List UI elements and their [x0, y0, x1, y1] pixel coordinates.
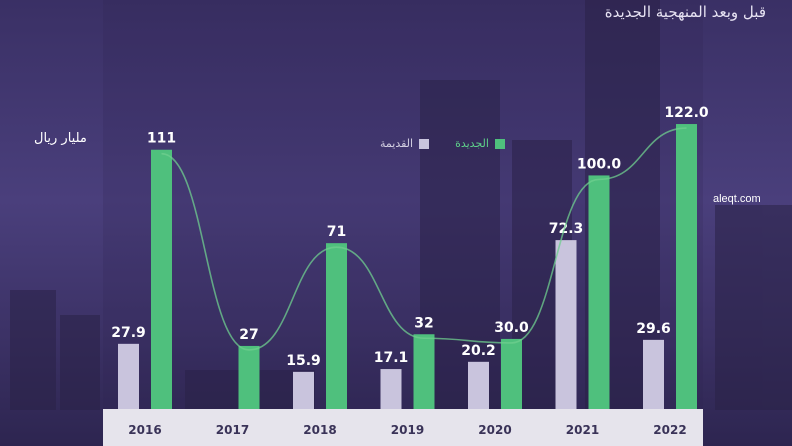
x-tick-2020: 2020 [478, 423, 511, 437]
x-tick-2021: 2021 [566, 423, 599, 437]
bar-old-2020 [468, 361, 489, 409]
legend-label-new: الجديدة [455, 137, 489, 150]
data-label-new-2017: 27 [239, 327, 258, 343]
legend-label-old: القديمة [380, 137, 414, 150]
legend-swatch-old [419, 138, 430, 149]
bar-old-2021 [555, 240, 577, 409]
data-label-old-2018: 15.9 [286, 353, 321, 369]
data-label-new-2019: 32 [414, 315, 433, 331]
bar-new-2018 [326, 243, 347, 409]
trend-line [161, 127, 687, 351]
bar-old-2019 [380, 369, 402, 409]
data-label-old-2020: 20.2 [461, 343, 496, 359]
x-tick-2019: 2019 [391, 423, 424, 437]
bar-old-2018 [293, 371, 314, 409]
x-tick-2016: 2016 [128, 423, 161, 437]
unit-label: مليار ريال [34, 131, 87, 146]
legend-swatch-new [494, 138, 505, 149]
bar-new-2016 [151, 149, 172, 409]
bar-new-2020 [501, 338, 522, 409]
data-label-new-2021: 100.0 [577, 156, 622, 172]
bar-new-2019 [413, 334, 435, 409]
chart-title: قبل وبعد المنهجية الجديدة [604, 3, 766, 21]
data-label-old-2021: 72.3 [549, 221, 584, 237]
bars-layer: 27.9 111 27 15.9 71 17.1 32 20.2 30.0 72.3 100.0 29… [111, 105, 709, 410]
x-tick-2017: 2017 [216, 423, 249, 437]
bar-new-2017 [238, 345, 260, 409]
bar-old-2016 [118, 343, 139, 409]
data-label-new-2016: 111 [147, 131, 176, 147]
x-axis-ticks: 2016 2017 2018 2019 2020 2021 2022 [128, 423, 686, 437]
data-label-new-2018: 71 [327, 224, 346, 240]
bar-old-2022 [643, 339, 664, 409]
data-label-old-2019: 17.1 [374, 350, 409, 366]
data-label-old-2022: 29.6 [636, 321, 671, 337]
x-tick-2018: 2018 [303, 423, 336, 437]
data-label-new-2022: 122.0 [664, 105, 709, 121]
data-label-new-2020: 30.0 [494, 320, 529, 336]
x-axis-band [103, 409, 703, 446]
bar-new-2022 [676, 124, 697, 410]
bar-new-2021 [588, 175, 610, 409]
legend: الجديدة القديمة [380, 137, 505, 150]
chart-panel [103, 0, 703, 446]
source-label: aleqt.com [713, 193, 761, 205]
data-label-old-2016: 27.9 [111, 325, 146, 341]
x-tick-2022: 2022 [653, 423, 686, 437]
